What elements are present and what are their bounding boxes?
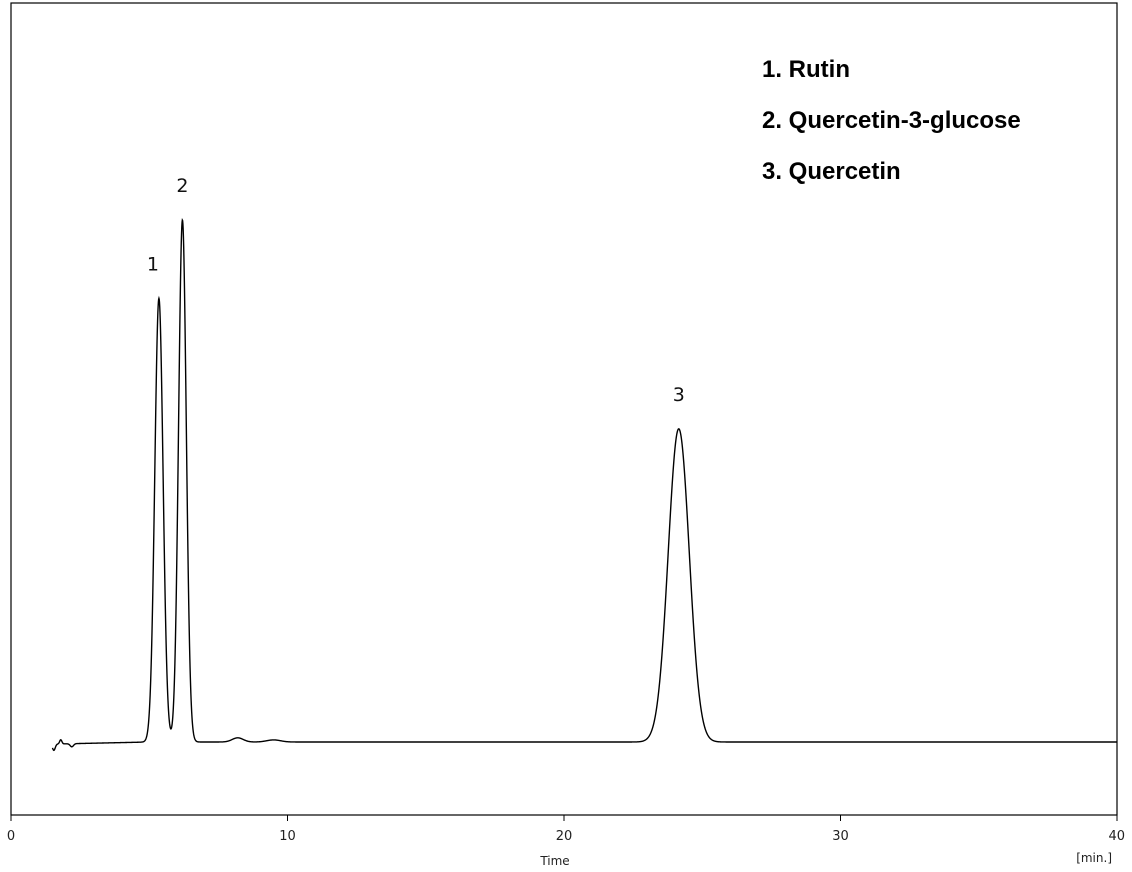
x-tick-label-30: 30 [832, 829, 849, 844]
legend-entry-2: 2. Quercetin-3-glucose [762, 107, 1021, 134]
peak-label-1: 1 [147, 253, 159, 275]
x-tick-label-0: 0 [7, 829, 15, 844]
legend: 1. Rutin 2. Quercetin-3-glucose 3. Quercet… [762, 56, 1021, 185]
x-tick-label-20: 20 [556, 829, 573, 844]
x-tick-label-40: 40 [1108, 829, 1125, 844]
peak-label-2: 2 [176, 175, 188, 197]
legend-entry-3: 3. Quercetin [762, 158, 901, 185]
legend-entry-1: 1. Rutin [762, 56, 850, 83]
chromatogram-trace [51, 217, 1117, 752]
x-tick-label-10: 10 [279, 829, 296, 844]
x-axis-ticks: 0 10 20 30 40 [7, 815, 1125, 844]
x-axis-unit: [min.] [1076, 851, 1112, 865]
peak-labels: 1 2 3 [147, 175, 685, 406]
x-axis-title: Time [539, 854, 569, 868]
peak-label-3: 3 [673, 384, 685, 406]
